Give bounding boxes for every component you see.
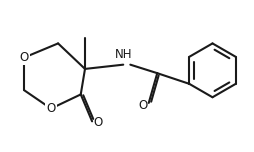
Text: O: O [137,99,147,112]
Text: O: O [93,116,103,129]
Text: O: O [19,51,29,64]
Text: O: O [46,102,55,115]
Text: NH: NH [114,48,132,61]
